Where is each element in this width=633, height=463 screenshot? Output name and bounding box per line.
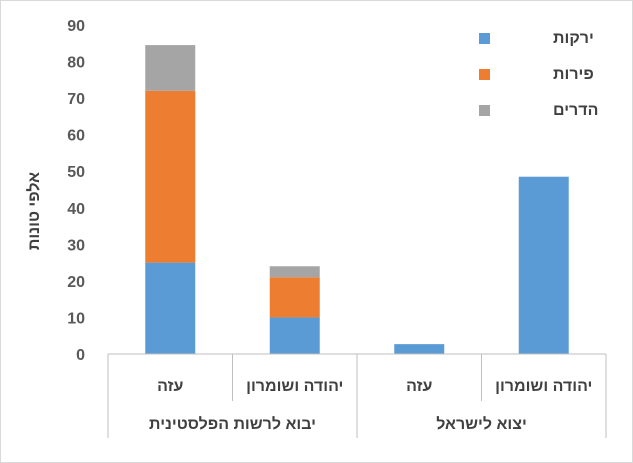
group-label: יצוא לישראל [436, 415, 527, 433]
bar-segment [145, 45, 196, 91]
legend-label: הדרים [553, 102, 598, 119]
legend: ירקות פירות הדרים [479, 30, 598, 119]
category-label: עזה [406, 378, 432, 395]
legend-label: ירקות [553, 30, 594, 47]
bars [145, 45, 569, 354]
group-label: יבוא לרשות הפלסטינית [149, 415, 316, 433]
bar-segment [269, 277, 320, 318]
bar-segment [145, 262, 196, 354]
category-label: עזה [157, 378, 183, 395]
axes [107, 353, 607, 438]
y-tick-label: 40 [67, 201, 85, 218]
y-tick-label: 0 [76, 347, 85, 364]
bar-segment [269, 266, 320, 278]
category-label: יהודה ושומרון [495, 378, 592, 395]
y-tick-label: 20 [67, 274, 85, 291]
bar-segment [518, 176, 569, 354]
y-axis-ticks: 0 10 20 30 40 50 60 70 80 90 [67, 18, 85, 364]
y-tick-label: 70 [67, 91, 85, 108]
legend-label: פירות [553, 66, 594, 83]
category-label: יהודה ושומרון [246, 378, 343, 395]
legend-swatch [479, 105, 490, 116]
bar-segment [394, 344, 445, 354]
bar-segment [269, 317, 320, 354]
y-tick-label: 50 [67, 164, 85, 181]
legend-swatch [479, 69, 490, 80]
y-tick-label: 60 [67, 128, 85, 145]
y-tick-label: 80 [67, 55, 85, 72]
y-tick-label: 90 [67, 18, 85, 35]
legend-swatch [479, 33, 490, 44]
y-axis-label: אלפי טונות [25, 172, 43, 250]
bar-segment [145, 90, 196, 263]
y-tick-label: 30 [67, 237, 85, 254]
category-labels: עזה יהודה ושומרון עזה יהודה ושומרון יבוא לרש… [149, 378, 592, 433]
y-tick-label: 10 [67, 310, 85, 327]
